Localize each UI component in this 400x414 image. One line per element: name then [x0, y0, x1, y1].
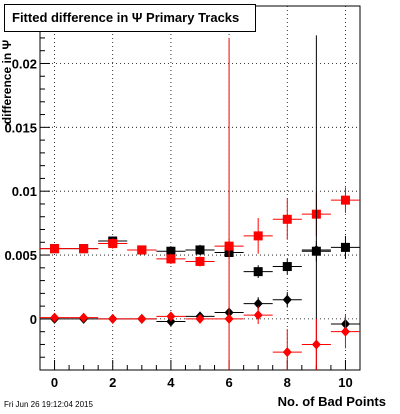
data-point-diamond	[79, 312, 89, 323]
data-point-diamond	[282, 294, 292, 305]
data-point-square	[340, 195, 350, 205]
x-tick-label: 0	[51, 375, 58, 390]
y-tick-label: 0.005	[4, 248, 37, 263]
data-point-diamond	[50, 312, 60, 323]
chart-title: Fitted difference in Ψ Primary Tracks	[4, 4, 256, 32]
data-point-square	[50, 244, 60, 254]
data-point-diamond	[195, 313, 205, 324]
data-point-diamond	[311, 339, 321, 350]
x-tick-label: 4	[167, 375, 175, 390]
data-point-square	[79, 244, 89, 254]
data-point-square	[282, 262, 292, 272]
y-tick-label: 0.02	[12, 56, 37, 71]
data-point-square	[137, 245, 147, 255]
data-point-diamond	[340, 326, 350, 337]
timestamp: Fri Jun 26 19:12:04 2015	[4, 400, 93, 409]
data-point-diamond	[108, 313, 118, 324]
x-tick-label: 10	[338, 375, 352, 390]
y-tick-label: 0.01	[12, 184, 37, 199]
data-point-square	[340, 242, 350, 252]
data-point-square	[195, 256, 205, 266]
data-point-diamond	[166, 316, 176, 327]
x-tick-label: 2	[109, 375, 116, 390]
plot-frame	[39, 5, 361, 371]
data-point-diamond	[166, 311, 176, 322]
data-point-diamond	[224, 313, 234, 324]
data-point-diamond	[253, 310, 263, 321]
y-tick-label: 0	[30, 312, 37, 327]
data-point-diamond	[311, 244, 321, 255]
data-point-square	[108, 239, 118, 249]
y-tick-label: 0.015	[4, 120, 37, 135]
data-point-square	[253, 267, 263, 277]
data-point-square	[253, 231, 263, 241]
y-axis-label: difference in Ψ	[0, 39, 14, 125]
data-point-square	[282, 214, 292, 224]
data-point-square	[195, 245, 205, 255]
data-point-square	[166, 254, 176, 264]
data-point-diamond	[282, 347, 292, 358]
data-point-diamond	[137, 313, 147, 324]
x-tick-label: 8	[284, 375, 291, 390]
data-point-diamond	[253, 298, 263, 309]
x-axis-label: No. of Bad Points	[277, 394, 386, 409]
data-point-square	[166, 246, 176, 256]
x-tick-label: 6	[225, 375, 232, 390]
